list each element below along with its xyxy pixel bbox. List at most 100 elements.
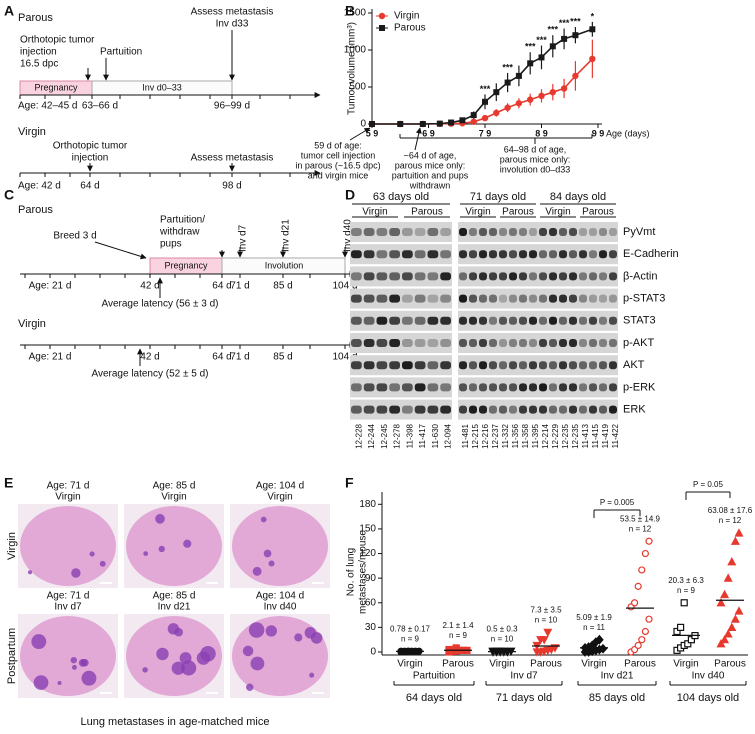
- point: [641, 627, 650, 636]
- point: [572, 32, 579, 39]
- label: withdraw: [159, 227, 200, 238]
- sample-id: 11-356: [511, 423, 520, 448]
- blot-band: [440, 294, 451, 303]
- blot-strip: [350, 355, 452, 376]
- metastasis: [250, 656, 265, 671]
- blot-band: [376, 361, 388, 370]
- point: [470, 118, 477, 125]
- blot-band: [479, 339, 487, 347]
- label: Inv d0–33: [142, 82, 182, 92]
- sample-id: 11-398: [405, 423, 414, 448]
- image-label: Inv d21: [158, 602, 191, 613]
- metastasis: [57, 680, 62, 685]
- timeline-title: Parous: [18, 12, 53, 24]
- caption: Lung metastases in age-matched mice: [81, 716, 270, 728]
- blot-band: [479, 361, 487, 370]
- blot-band: [376, 316, 388, 325]
- blot-band: [489, 294, 497, 303]
- note: parous mice only:: [395, 160, 466, 170]
- blot-band: [589, 272, 597, 281]
- blot-band: [414, 339, 426, 347]
- significance: ***: [525, 42, 536, 52]
- blot-band: [363, 250, 375, 259]
- blot-band: [427, 272, 439, 281]
- y-tick-label: 30: [365, 622, 377, 633]
- point: [482, 98, 488, 105]
- point: [543, 628, 553, 638]
- point: [436, 120, 443, 127]
- x-axis-label: Age (days): [606, 128, 650, 138]
- point: [419, 121, 426, 127]
- blot-band: [402, 316, 413, 325]
- point: [397, 121, 404, 127]
- x-tick-label: Parous: [624, 659, 656, 670]
- blot-band: [529, 272, 537, 281]
- label: Orthotopic tumor: [53, 141, 128, 152]
- blot-band: [539, 250, 547, 259]
- blot-band: [549, 250, 557, 259]
- blot-band: [579, 228, 587, 236]
- blot-band: [469, 272, 477, 281]
- blot-band: [402, 250, 413, 259]
- blot-band: [376, 383, 388, 392]
- metastasis: [179, 652, 192, 664]
- blot-band: [509, 250, 517, 259]
- sample-id: 12-228: [354, 423, 363, 448]
- sample-id: 11-332: [501, 423, 510, 448]
- y-tick-label: 500: [349, 82, 366, 93]
- blot-band: [389, 405, 400, 414]
- p-value: P = 0.005: [600, 498, 635, 507]
- blot-band: [549, 272, 557, 281]
- stage-label: Partuition: [413, 671, 455, 682]
- point: [504, 104, 511, 111]
- blot-band: [589, 316, 597, 325]
- x-tick-label: 9 9: [592, 128, 605, 138]
- blot-band: [363, 339, 375, 347]
- blot-band: [414, 228, 426, 236]
- stat-label: 63.08 ± 17.6: [708, 506, 753, 515]
- metastasis: [155, 513, 165, 524]
- panel-letter: A: [4, 3, 14, 19]
- blot-band: [559, 316, 567, 325]
- blot-band: [559, 228, 567, 236]
- blot-band: [440, 250, 451, 259]
- blot-band: [589, 228, 597, 236]
- blot-band: [363, 228, 375, 236]
- blot-band: [539, 339, 547, 347]
- metastasis: [294, 633, 303, 642]
- blot-band: [599, 250, 607, 259]
- blot-band: [402, 272, 413, 281]
- blot-band: [414, 405, 426, 414]
- blot-band: [509, 383, 517, 392]
- blot-band: [459, 228, 467, 236]
- blot-band: [509, 361, 517, 370]
- metastasis: [248, 622, 265, 638]
- blot-band: [363, 294, 375, 303]
- blot-band: [579, 250, 587, 259]
- blot-band: [351, 339, 362, 347]
- point: [720, 634, 730, 644]
- blot-band: [529, 405, 537, 414]
- y-axis-label: No. of lung: [346, 548, 357, 596]
- metastasis: [143, 551, 149, 556]
- metastasis: [71, 664, 77, 670]
- blot-strip: [458, 333, 618, 353]
- tissue: [20, 506, 116, 586]
- blot-band: [549, 294, 557, 303]
- blot-band: [363, 405, 375, 414]
- blot-band: [414, 383, 426, 392]
- y-axis-label: Tumor volume (mm³): [347, 22, 358, 115]
- blot-band: [427, 228, 439, 236]
- sample-id: 12-235: [561, 423, 570, 448]
- blot-band: [376, 228, 388, 236]
- blot-band: [589, 250, 597, 259]
- blot-band: [529, 250, 537, 259]
- blot-band: [499, 316, 507, 325]
- blot-band: [402, 228, 413, 236]
- blot-strip: [458, 377, 618, 398]
- label: 42 d: [140, 281, 159, 292]
- y-tick-label: 150: [359, 524, 376, 535]
- blot-band: [414, 294, 426, 303]
- stat-label: 20.3 ± 6.3: [668, 576, 704, 585]
